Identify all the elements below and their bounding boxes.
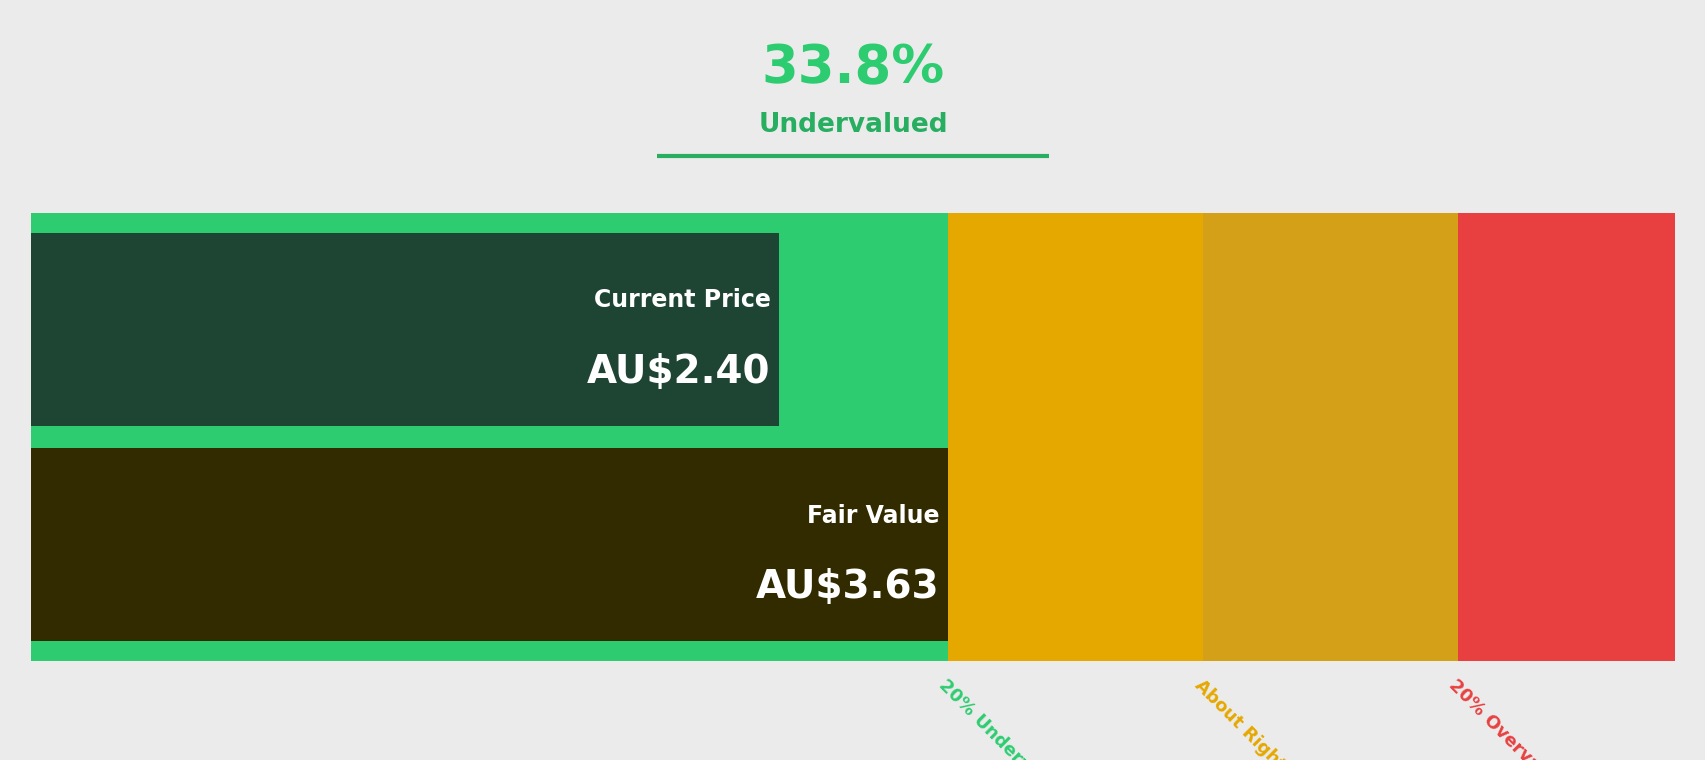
Text: About Right: About Right [1190, 676, 1287, 760]
Text: 20% Overvalued: 20% Overvalued [1444, 676, 1574, 760]
Text: AU$3.63: AU$3.63 [755, 568, 939, 606]
Text: 33.8%: 33.8% [760, 43, 945, 94]
Bar [948, 213, 1202, 661]
Bar [31, 448, 948, 641]
Bar [31, 233, 779, 426]
Bar [1458, 213, 1674, 661]
Bar [1202, 213, 1458, 661]
Bar [31, 213, 948, 661]
Text: Current Price: Current Price [593, 289, 771, 312]
Text: Undervalued: Undervalued [757, 112, 948, 138]
Text: 20% Undervalued: 20% Undervalued [934, 676, 1074, 760]
Text: AU$2.40: AU$2.40 [587, 353, 771, 391]
Text: Fair Value: Fair Value [806, 504, 939, 527]
